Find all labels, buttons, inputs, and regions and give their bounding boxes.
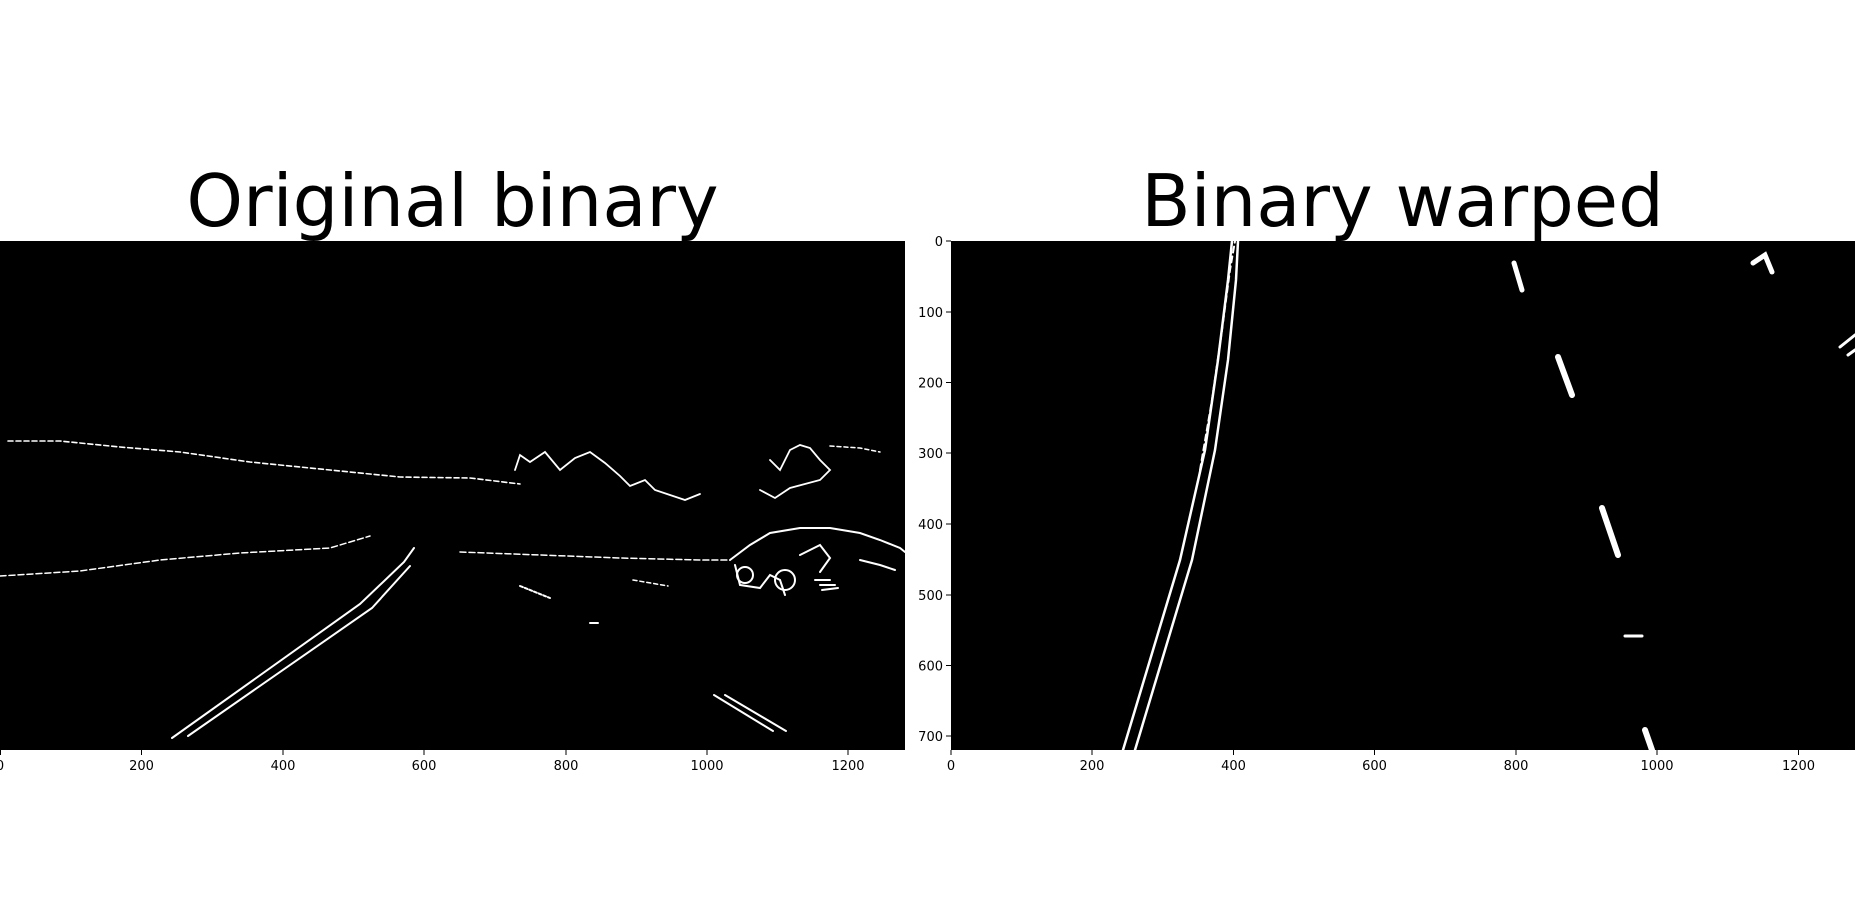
right-lane-dash-1 — [713, 694, 774, 732]
road-edge-left — [0, 535, 371, 577]
right-panel-title: Binary warped — [1141, 159, 1664, 243]
right-y-tick-label: 600 — [918, 660, 943, 675]
car-speckle — [814, 579, 839, 591]
right-y-tick-label: 100 — [918, 306, 943, 321]
left-lane-line-outer — [171, 547, 415, 739]
right-x-tick-label: 0 — [947, 759, 955, 774]
tree-edges — [514, 450, 701, 501]
car-wheel-rear — [736, 566, 754, 584]
right-y-tick-label: 500 — [918, 589, 943, 604]
warped-blob-5 — [1642, 727, 1655, 750]
left-x-tick-label: 1000 — [690, 759, 723, 774]
left-panel-title: Original binary — [186, 159, 719, 243]
right-y-tick-label: 0 — [935, 235, 943, 250]
warped-left-lane-line-2 — [1133, 241, 1240, 750]
warped-left-lane-line-3 — [1199, 241, 1236, 471]
right-x-axis — [950, 750, 1799, 755]
horizon-edge-left — [7, 440, 521, 485]
right-image-background — [951, 241, 1855, 750]
left-x-axis — [0, 750, 849, 755]
car-wheel-front — [774, 569, 796, 591]
left-x-tick-label: 1200 — [831, 759, 864, 774]
right-y-tick-label: 700 — [918, 730, 943, 745]
right-x-tick-label: 200 — [1080, 759, 1105, 774]
left-x-tick-label: 400 — [271, 759, 296, 774]
right-lane-dash-3 — [519, 585, 551, 599]
warped-blob-1 — [1511, 260, 1525, 293]
right-y-tick-label: 400 — [918, 518, 943, 533]
road-edge-mid — [459, 551, 731, 561]
original-binary-image: 0 200 400 600 800 1000 1200 — [0, 241, 905, 774]
tree-edges-2 — [759, 444, 832, 500]
right-lane-dash-4 — [632, 579, 669, 587]
left-x-tick-label: 600 — [412, 759, 437, 774]
warped-blob-2 — [1555, 354, 1575, 398]
right-y-axis — [946, 240, 951, 737]
right-lane-dash-2 — [724, 694, 787, 732]
right-y-tick-label: 300 — [918, 447, 943, 462]
right-x-tick-label: 1000 — [1640, 759, 1673, 774]
left-x-tick-label: 800 — [554, 759, 579, 774]
right-x-tick-label: 1200 — [1782, 759, 1815, 774]
warped-blob-7 — [1838, 333, 1855, 357]
left-x-tick-label: 200 — [129, 759, 154, 774]
car-outline — [729, 527, 905, 596]
horizon-edge-right — [829, 445, 881, 453]
warped-blob-6 — [1750, 251, 1775, 275]
warped-blob-3 — [1599, 505, 1621, 558]
left-x-tick-label: 0 — [0, 759, 4, 774]
right-y-tick-label: 200 — [918, 377, 943, 392]
left-lane-line-inner — [187, 565, 411, 737]
left-image-background — [0, 241, 905, 750]
right-x-tick-label: 800 — [1504, 759, 1529, 774]
right-x-tick-label: 600 — [1362, 759, 1387, 774]
binary-warped-image: 0 100 200 300 400 500 600 700 0 200 400 … — [918, 235, 1855, 774]
right-x-tick-label: 400 — [1221, 759, 1246, 774]
